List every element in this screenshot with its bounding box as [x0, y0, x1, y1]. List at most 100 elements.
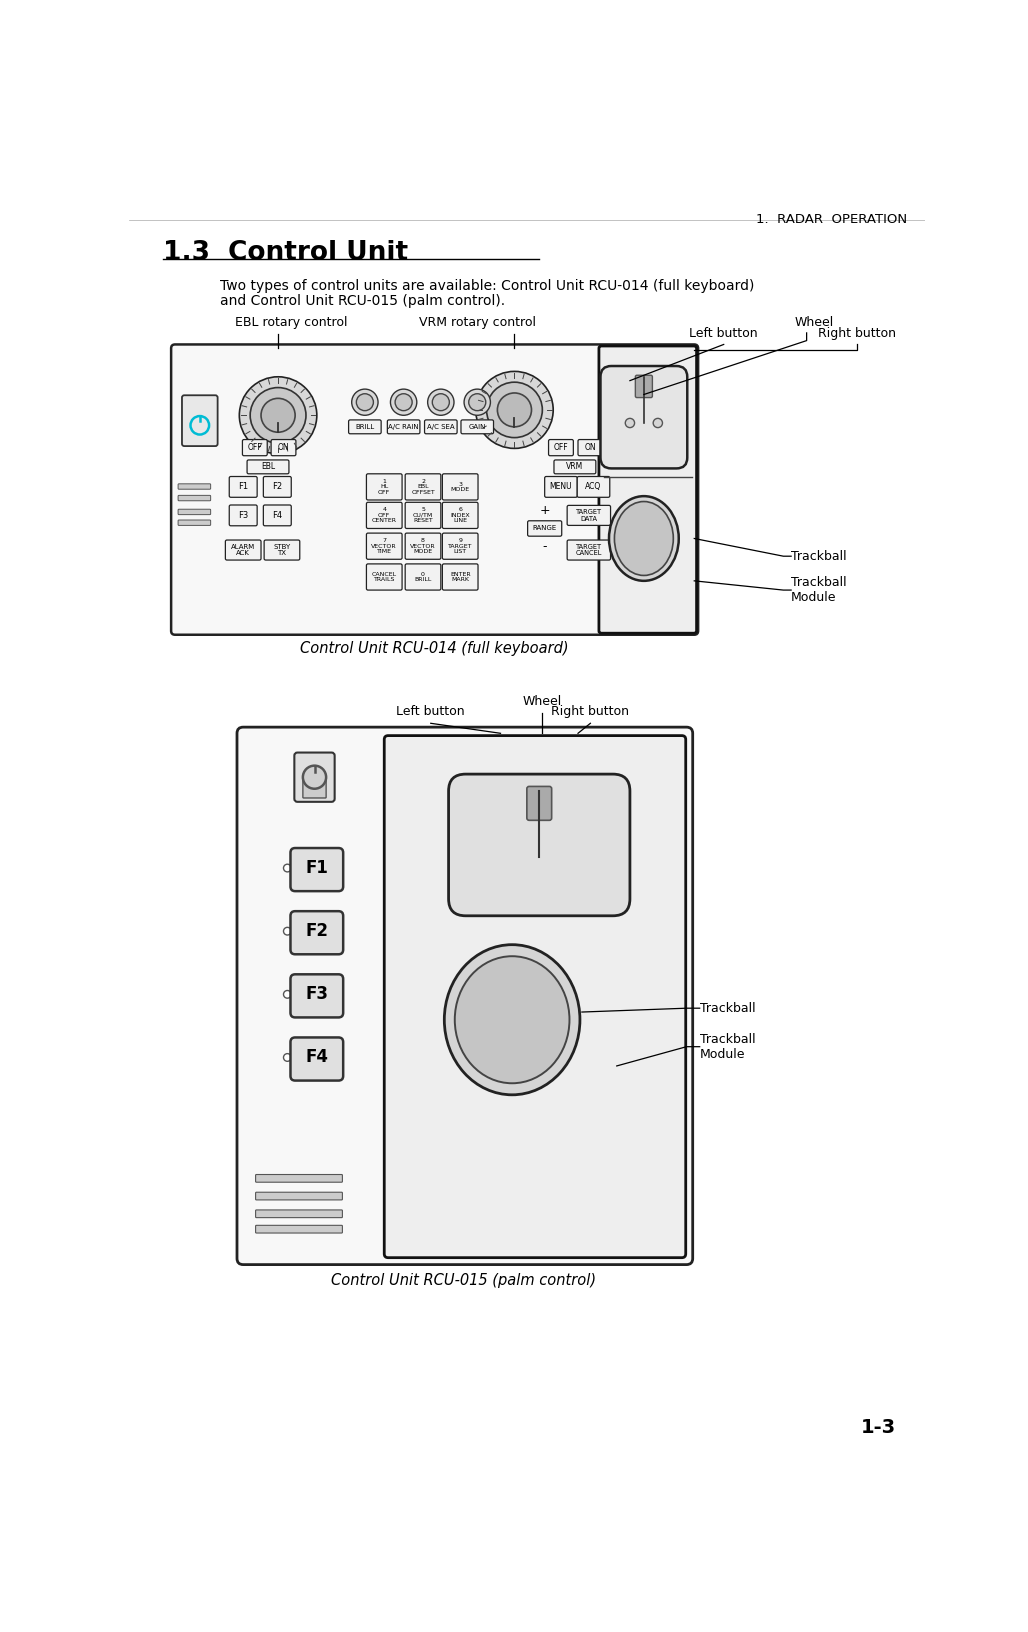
- Text: VRM: VRM: [566, 462, 584, 472]
- FancyBboxPatch shape: [247, 460, 289, 473]
- Text: F4: F4: [272, 511, 283, 521]
- FancyBboxPatch shape: [442, 473, 478, 499]
- Text: 4
OFF
CENTER: 4 OFF CENTER: [372, 508, 397, 524]
- Text: ON: ON: [278, 444, 289, 452]
- Text: Control Unit: Control Unit: [227, 240, 408, 266]
- Text: 1
HL
OFF: 1 HL OFF: [378, 480, 391, 494]
- Text: ENTER
MARK: ENTER MARK: [450, 571, 471, 583]
- Text: 2
EBL
OFFSET: 2 EBL OFFSET: [411, 480, 435, 494]
- Circle shape: [240, 377, 317, 454]
- Circle shape: [250, 387, 306, 442]
- Text: F1: F1: [305, 858, 328, 876]
- Text: Left button: Left button: [397, 705, 465, 718]
- FancyBboxPatch shape: [405, 503, 441, 529]
- Text: Wheel: Wheel: [795, 317, 835, 330]
- FancyBboxPatch shape: [182, 395, 218, 446]
- Text: EBL rotary control: EBL rotary control: [235, 317, 347, 330]
- Ellipse shape: [444, 945, 580, 1095]
- Text: 1-3: 1-3: [860, 1418, 895, 1438]
- Text: VRM rotary control: VRM rotary control: [418, 317, 536, 330]
- Circle shape: [464, 388, 490, 415]
- Text: 1.3: 1.3: [162, 240, 210, 266]
- Text: Right button: Right button: [818, 326, 896, 339]
- Circle shape: [357, 393, 373, 411]
- FancyBboxPatch shape: [178, 496, 211, 501]
- Text: F2: F2: [272, 483, 283, 491]
- Circle shape: [303, 765, 326, 788]
- FancyBboxPatch shape: [578, 439, 602, 455]
- FancyBboxPatch shape: [178, 521, 211, 526]
- FancyBboxPatch shape: [243, 439, 267, 455]
- Text: TARGET
CANCEL: TARGET CANCEL: [576, 543, 602, 557]
- FancyBboxPatch shape: [600, 366, 688, 468]
- FancyBboxPatch shape: [549, 439, 574, 455]
- FancyBboxPatch shape: [348, 419, 381, 434]
- FancyBboxPatch shape: [178, 509, 211, 514]
- FancyBboxPatch shape: [545, 477, 578, 498]
- Text: 8
VECTOR
MODE: 8 VECTOR MODE: [410, 539, 436, 555]
- FancyBboxPatch shape: [599, 346, 697, 633]
- FancyBboxPatch shape: [225, 540, 261, 560]
- Ellipse shape: [609, 496, 678, 581]
- Text: Trackball
Module: Trackball Module: [792, 576, 847, 604]
- Text: 0
BRILL: 0 BRILL: [414, 571, 432, 583]
- FancyBboxPatch shape: [578, 477, 610, 498]
- Text: EBL: EBL: [261, 462, 276, 472]
- FancyBboxPatch shape: [567, 506, 611, 526]
- Text: Trackball: Trackball: [792, 550, 847, 563]
- FancyBboxPatch shape: [256, 1226, 342, 1234]
- FancyBboxPatch shape: [388, 419, 419, 434]
- FancyBboxPatch shape: [366, 565, 402, 591]
- FancyBboxPatch shape: [405, 565, 441, 591]
- Text: ALARM
ACK: ALARM ACK: [231, 543, 255, 557]
- Text: 3
MODE: 3 MODE: [450, 481, 470, 493]
- FancyBboxPatch shape: [256, 1193, 342, 1200]
- Text: Two types of control units are available: Control Unit RCU-014 (full keyboard): Two types of control units are available…: [220, 279, 755, 294]
- Text: BRILL: BRILL: [356, 424, 374, 429]
- FancyBboxPatch shape: [291, 849, 343, 891]
- Text: GAIN: GAIN: [469, 424, 486, 429]
- Text: 1.  RADAR  OPERATION: 1. RADAR OPERATION: [757, 212, 908, 225]
- Text: 9
TARGET
LIST: 9 TARGET LIST: [448, 539, 473, 555]
- FancyBboxPatch shape: [527, 521, 561, 537]
- Text: and Control Unit RCU-015 (palm control).: and Control Unit RCU-015 (palm control).: [220, 294, 505, 308]
- FancyBboxPatch shape: [294, 752, 335, 801]
- Text: Left button: Left button: [690, 326, 758, 339]
- FancyBboxPatch shape: [635, 375, 653, 398]
- Text: F3: F3: [305, 986, 328, 1004]
- Circle shape: [476, 372, 553, 449]
- Circle shape: [428, 388, 454, 415]
- FancyBboxPatch shape: [229, 504, 257, 526]
- Circle shape: [352, 388, 378, 415]
- FancyBboxPatch shape: [527, 787, 552, 821]
- FancyBboxPatch shape: [554, 460, 596, 473]
- Ellipse shape: [454, 956, 570, 1084]
- FancyBboxPatch shape: [442, 503, 478, 529]
- FancyBboxPatch shape: [291, 974, 343, 1017]
- Text: +: +: [540, 504, 550, 516]
- Text: MENU: MENU: [550, 483, 573, 491]
- Circle shape: [653, 418, 662, 428]
- Text: 6
INDEX
LINE: 6 INDEX LINE: [450, 508, 470, 524]
- FancyBboxPatch shape: [425, 419, 457, 434]
- FancyBboxPatch shape: [384, 736, 686, 1258]
- Circle shape: [625, 418, 634, 428]
- FancyBboxPatch shape: [256, 1209, 342, 1217]
- Text: F4: F4: [305, 1048, 328, 1066]
- Text: ON: ON: [585, 444, 596, 452]
- Text: CANCEL
TRAILS: CANCEL TRAILS: [372, 571, 397, 583]
- Ellipse shape: [615, 501, 673, 576]
- Text: F1: F1: [238, 483, 249, 491]
- Text: OFF: OFF: [554, 444, 568, 452]
- Text: RANGE: RANGE: [533, 526, 557, 532]
- FancyBboxPatch shape: [171, 344, 698, 635]
- FancyBboxPatch shape: [461, 419, 493, 434]
- Text: Right button: Right button: [551, 705, 629, 718]
- FancyBboxPatch shape: [366, 534, 402, 560]
- FancyBboxPatch shape: [442, 534, 478, 560]
- Text: TARGET
DATA: TARGET DATA: [576, 509, 602, 522]
- Text: Trackball: Trackball: [700, 1002, 756, 1015]
- Circle shape: [498, 393, 531, 428]
- FancyBboxPatch shape: [405, 534, 441, 560]
- Text: Control Unit RCU-014 (full keyboard): Control Unit RCU-014 (full keyboard): [300, 641, 568, 656]
